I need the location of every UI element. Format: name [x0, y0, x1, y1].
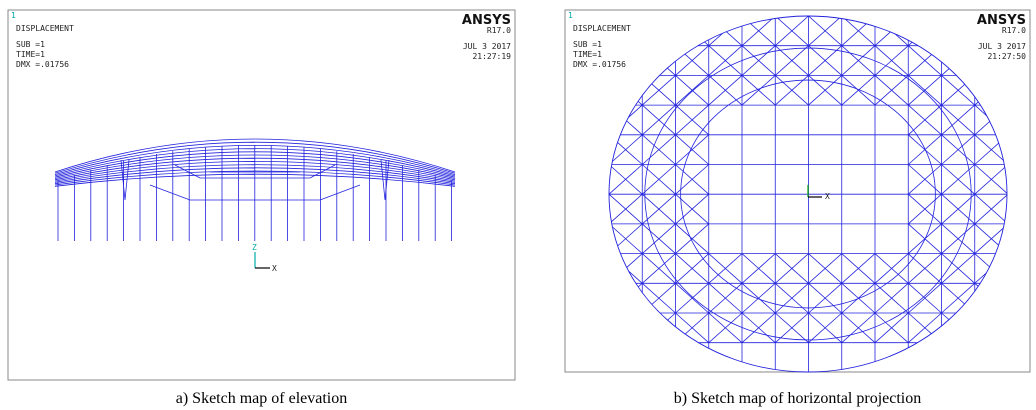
time: TIME=1: [16, 50, 45, 59]
substep: SUB =1: [16, 40, 45, 49]
caption: a) Sketch map of elevation: [176, 390, 348, 407]
window-number: 1: [568, 11, 573, 20]
axis-label: Z: [252, 243, 257, 252]
version: R17.0: [487, 26, 511, 35]
substep: SUB =1: [573, 40, 602, 49]
date: JUL 3 2017: [463, 42, 511, 51]
time: TIME=1: [573, 50, 602, 59]
figure: Z X X 1DISPLACEMENTSUB =1TIME=1DMX =.017…: [0, 0, 1036, 410]
result-title: DISPLACEMENT: [16, 24, 74, 33]
dmx: DMX =.01756: [16, 60, 69, 69]
axis-label: X: [272, 264, 277, 273]
clock: 21:27:19: [472, 52, 511, 61]
result-title: DISPLACEMENT: [573, 24, 631, 33]
caption: b) Sketch map of horizontal projection: [674, 390, 921, 407]
panel-frame: [565, 10, 1030, 372]
dmx: DMX =.01756: [573, 60, 626, 69]
window-number: 1: [11, 11, 16, 20]
date: JUL 3 2017: [978, 42, 1026, 51]
panel-frame: [8, 10, 515, 380]
axis-label: X: [825, 192, 830, 201]
clock: 21:27:50: [987, 52, 1026, 61]
version: R17.0: [1002, 26, 1026, 35]
